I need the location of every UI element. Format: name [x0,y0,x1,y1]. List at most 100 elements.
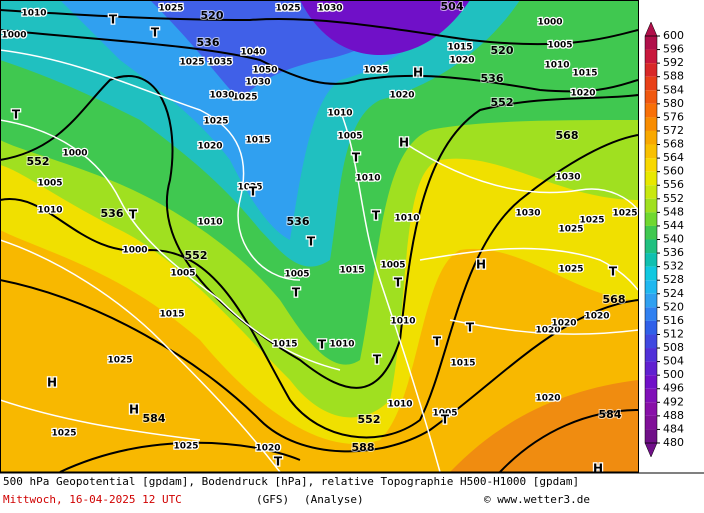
map-label: 584 [599,408,622,421]
colorbar-band [645,225,657,240]
map-label: 1025 [173,442,198,452]
colorbar-band [645,63,657,77]
footer-date: Mittwoch, 16-04-2025 12 UTC [3,493,182,506]
map-label: 1025 [203,117,228,127]
colorbar-band [645,375,657,389]
footer-model: (GFS) [256,493,289,506]
map-label: 1010 [390,317,415,327]
map-label: 1025 [179,58,204,68]
map-label: 536 [101,207,124,220]
map-label: 1025 [237,183,262,193]
colorbar-band [645,130,657,145]
map-label: T [12,108,21,122]
colorbar-band [645,253,657,267]
colorbar-label: 496 [663,382,684,395]
colorbar-label: 588 [663,70,684,83]
colorbar-band [645,103,657,118]
colorbar-end [644,21,658,37]
map-label: 1020 [255,444,280,454]
colorbar-label: 520 [663,300,684,313]
map-label: 1015 [272,340,297,350]
colorbar-band [645,212,657,226]
colorbar-label: 524 [663,287,684,300]
colorbar-band [645,402,657,416]
colorbar-band [645,280,657,294]
map-label: 1000 [1,31,26,41]
map-label: 504 [441,0,464,13]
footer-description: 500 hPa Geopotential [gpdam], Bodendruck… [3,475,579,488]
colorbar-label: 516 [663,314,684,327]
map-label: 1025 [107,356,132,366]
map-label: 552 [358,413,381,426]
colorbar-band [645,293,657,308]
colorbar-label: 512 [663,327,684,340]
map-label: 1010 [355,174,380,184]
map-label: 1025 [51,429,76,439]
map-label: 1050 [252,66,277,76]
colorbar-end [644,442,658,458]
colorbar-band [645,415,657,430]
map-label: 1020 [389,91,414,101]
map-label: 1010 [329,340,354,350]
colorbar-label: 592 [663,56,684,69]
map-label: 568 [603,293,626,306]
map-label: 1010 [394,214,419,224]
map-label: 520 [201,9,224,22]
map-label: T [372,209,381,223]
colorbar-label: 528 [663,273,684,286]
map-label: 1020 [584,312,609,322]
map-label: 520 [491,44,514,57]
colorbar-band [645,429,657,443]
map-label: 1025 [612,209,637,219]
map-label: H [129,403,139,417]
map-label: 588 [352,441,375,454]
colorbar-label: 556 [663,178,684,191]
map-label: T [129,208,138,222]
colorbar-band [645,171,657,186]
colorbar-label: 532 [663,260,684,273]
map-label: H [47,376,57,390]
map-label: 1005 [170,269,195,279]
colorbar-band [645,36,657,50]
colorbar-band [645,144,657,159]
field-area [60,0,460,240]
colorbar-band [645,361,657,376]
map-label: 1025 [363,66,388,76]
colorbar-label: 584 [663,83,684,96]
map-label: 1020 [535,326,560,336]
colorbar-band [645,239,657,254]
map-label: 1020 [535,394,560,404]
map-label: T [373,353,382,367]
colorbar-label: 488 [663,409,684,422]
map-label: 1030 [245,78,270,88]
map-label: 1010 [37,206,62,216]
map: 520 536 504 520 536 552 568 552 536 536 552 568 552 5… [0,0,639,477]
map-frame [0,0,639,473]
map-label: 1005 [547,41,572,51]
map-label: 1005 [37,179,62,189]
map-label: 552 [491,96,514,109]
map-label: 568 [556,129,579,142]
colorbar-band [645,348,657,362]
map-label: H [399,136,409,150]
colorbar-label: 564 [663,151,684,164]
map-label: 1000 [537,18,562,28]
map-label: T [394,276,403,290]
map-label: T [433,335,442,349]
map-label: 1005 [380,261,405,271]
map-label: 1015 [450,359,475,369]
map-label: 1040 [240,48,265,58]
map-label: 1015 [572,69,597,79]
map-label: 1010 [327,109,352,119]
colorbar-label: 500 [663,368,684,381]
map-label: 1020 [449,56,474,66]
colorbar-label: 540 [663,233,684,246]
map-label: 1005 [337,132,362,142]
map-label: 1015 [159,310,184,320]
colorbar-band [645,266,657,281]
pressure-isobars [0,49,639,473]
map-label: 1015 [245,136,270,146]
map-label: H [476,258,486,272]
colorbar-label: 568 [663,138,684,151]
colorbar-band [645,76,657,91]
